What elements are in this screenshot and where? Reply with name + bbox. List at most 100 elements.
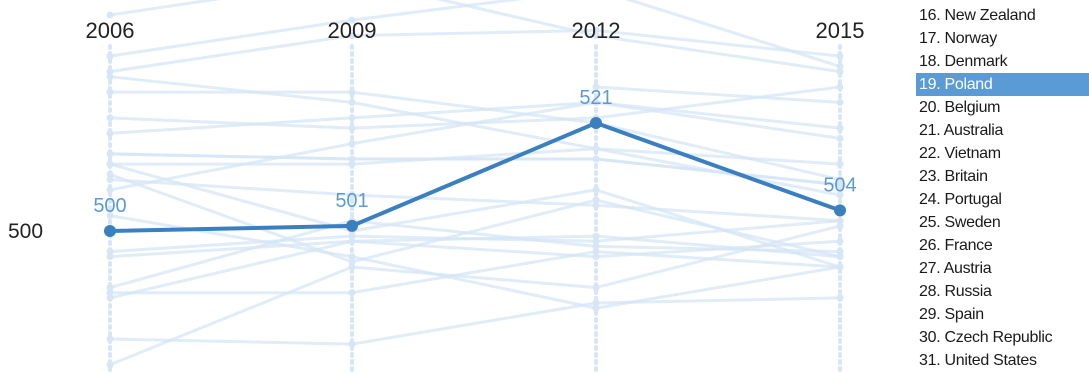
country-point-20-3 xyxy=(836,124,844,132)
country-point-6-3 xyxy=(836,98,844,106)
country-point-9-0 xyxy=(106,212,114,220)
country-point-18-0 xyxy=(106,114,114,122)
country-point-0-3 xyxy=(836,160,844,168)
country-item[interactable]: 28. Russia xyxy=(919,283,992,300)
country-point-11-2 xyxy=(592,196,600,204)
country-item[interactable]: 19. Poland xyxy=(916,73,1089,96)
year-label-2006: 2006 xyxy=(86,18,135,43)
country-line-0 xyxy=(109,75,841,166)
country-line-13 xyxy=(110,250,841,295)
background-country-lines xyxy=(106,0,844,369)
country-point-11-0 xyxy=(106,170,114,178)
country-item[interactable]: 30. Czech Republic xyxy=(919,329,1053,346)
country-item[interactable]: 18. Denmark xyxy=(919,53,1008,70)
country-point-10-2 xyxy=(592,232,600,240)
country-point-12-1 xyxy=(348,340,356,348)
country-point-21-3 xyxy=(836,68,844,76)
country-line-10 xyxy=(109,234,841,259)
country-line-19 xyxy=(109,100,841,192)
country-point-22-2 xyxy=(592,145,600,153)
year-label-2009: 2009 xyxy=(328,18,377,43)
country-point-16-0 xyxy=(106,68,114,76)
country-line-21 xyxy=(109,0,841,74)
country-point-4-3 xyxy=(836,176,844,184)
country-point-3-1 xyxy=(348,191,356,199)
country-item[interactable]: 23. Britain xyxy=(919,168,988,185)
country-point-1-3 xyxy=(836,237,844,245)
country-point-19-0 xyxy=(106,186,114,194)
country-point-19-1 xyxy=(348,140,356,148)
country-point-22-3 xyxy=(836,191,844,199)
data-label-2015: 504 xyxy=(823,174,856,196)
country-item[interactable]: 17. Norway xyxy=(919,30,997,47)
country-point-1-2 xyxy=(592,253,600,261)
country-point-9-1 xyxy=(348,253,356,261)
country-point-3-3 xyxy=(836,217,844,225)
highlight-point-2012 xyxy=(590,117,602,129)
country-item[interactable]: 27. Austria xyxy=(919,260,992,277)
country-point-7-2 xyxy=(592,155,600,163)
country-point-11-1 xyxy=(348,258,356,266)
data-label-2009: 501 xyxy=(335,190,368,212)
country-item[interactable]: 25. Sweden xyxy=(919,214,1001,231)
country-point-16-2 xyxy=(592,26,600,34)
year-label-2015: 2015 xyxy=(816,18,865,43)
country-point-16-3 xyxy=(836,52,844,60)
country-line-20 xyxy=(109,100,841,135)
highlight-point-2006 xyxy=(104,225,116,237)
country-point-20-0 xyxy=(106,129,114,137)
country-line-8 xyxy=(109,224,841,367)
country-item[interactable]: 29. Spain xyxy=(919,306,984,323)
country-point-2-1 xyxy=(348,232,356,240)
country-line-16 xyxy=(109,28,841,74)
country-point-11-3 xyxy=(836,253,844,261)
highlight-line xyxy=(109,121,841,233)
country-item[interactable]: 21. Australia xyxy=(919,122,1004,139)
country-point-18-1 xyxy=(348,124,356,132)
country-point-10-0 xyxy=(106,253,114,261)
country-line-22 xyxy=(110,147,841,197)
country-point-18-3 xyxy=(836,83,844,91)
country-point-6-2 xyxy=(592,83,600,91)
data-label-2006: 500 xyxy=(93,195,126,217)
country-item[interactable]: 26. France xyxy=(919,237,993,254)
country-point-1-0 xyxy=(106,294,114,302)
country-point-12-3 xyxy=(836,294,844,302)
year-label-2012: 2012 xyxy=(572,18,621,43)
country-point-8-2 xyxy=(592,284,600,292)
country-point-0-0 xyxy=(106,73,114,81)
country-point-4-0 xyxy=(106,88,114,96)
country-item[interactable]: 31. United States xyxy=(919,352,1037,369)
country-point-7-1 xyxy=(348,155,356,163)
country-item[interactable]: 22. Vietnam xyxy=(919,145,1001,162)
country-point-15-2 xyxy=(592,242,600,250)
country-point-12-2 xyxy=(592,299,600,307)
country-item[interactable]: 24. Portugal xyxy=(919,191,1002,208)
country-point-9-2 xyxy=(592,304,600,312)
slope-chart: 500 501 521 504 2006 2009 2012 2015 500 xyxy=(8,0,865,374)
country-line-6 xyxy=(595,85,841,104)
country-point-8-1 xyxy=(348,263,356,271)
country-item[interactable]: 16. New Zealand xyxy=(919,7,1036,24)
reference-label: 500 xyxy=(8,220,43,243)
country-line-4 xyxy=(110,90,841,182)
country-list: 16. New Zealand 17. Norway 18. Denmark 19. … xyxy=(916,4,1089,372)
highlight-series: 500 501 521 504 xyxy=(93,87,857,237)
country-point-12-0 xyxy=(106,335,114,343)
country-point-22-1 xyxy=(348,160,356,168)
country-point-19-3 xyxy=(836,134,844,142)
country-point-13-2 xyxy=(592,248,600,256)
country-point-21-0 xyxy=(106,11,114,19)
country-point-7-0 xyxy=(106,150,114,158)
country-point-21-2 xyxy=(592,32,600,40)
country-point-3-2 xyxy=(592,201,600,209)
country-point-17-1 xyxy=(348,16,356,24)
country-point-4-1 xyxy=(348,88,356,96)
country-point-0-1 xyxy=(348,98,356,106)
country-point-8-3 xyxy=(836,222,844,230)
country-line-14 xyxy=(109,162,841,269)
highlight-point-2015 xyxy=(834,204,846,217)
country-line-9 xyxy=(109,214,841,310)
country-item[interactable]: 20. Belgium xyxy=(919,99,1001,116)
country-point-14-3 xyxy=(836,263,844,271)
